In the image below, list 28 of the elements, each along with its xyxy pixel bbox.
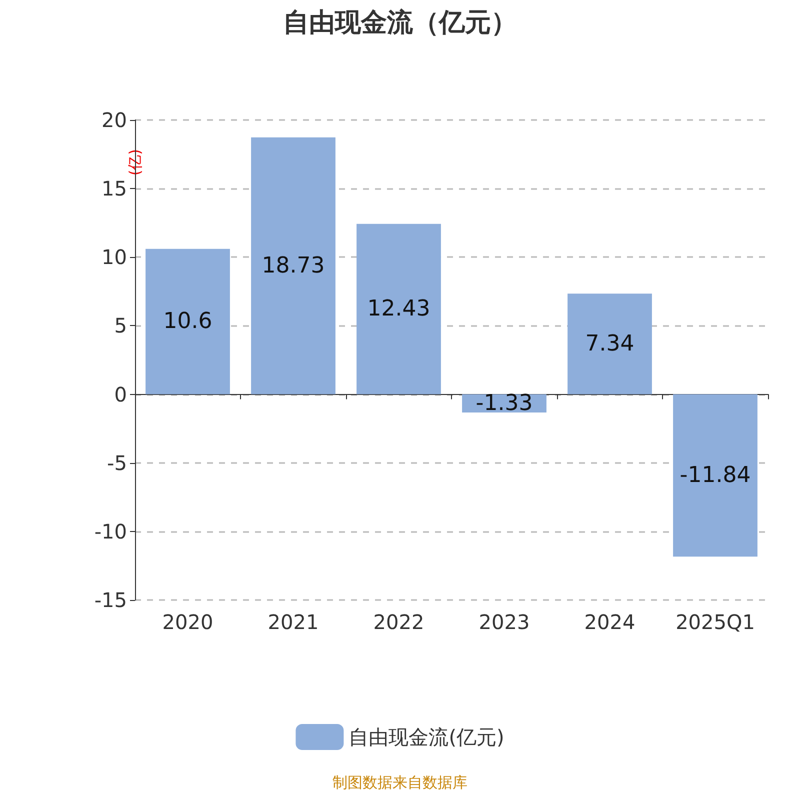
y-tick-label: 5: [114, 314, 127, 338]
x-tick-label: 2021: [268, 610, 319, 634]
data-label: 10.6: [163, 309, 212, 334]
legend-label: 自由现金流(亿元): [348, 725, 504, 749]
data-label: -1.33: [476, 390, 533, 416]
bar: [356, 224, 441, 394]
y-tick-label: -15: [94, 588, 127, 612]
y-tick-label: 0: [114, 382, 127, 406]
data-label: 12.43: [367, 296, 430, 322]
bar: [251, 137, 336, 394]
bar: [146, 248, 230, 394]
x-tick-label: 2025Q1: [676, 610, 755, 634]
chart-title: 自由现金流（亿元）: [283, 8, 517, 38]
x-tick-label: 2023: [478, 610, 530, 634]
text: 制图数据来自数据库: [332, 774, 468, 792]
bar: [568, 294, 652, 394]
y-tick-label: -5: [107, 450, 127, 475]
y-tick-label: 15: [102, 176, 127, 201]
data-label: 7.34: [585, 331, 634, 356]
data-label: -11.84: [680, 462, 751, 488]
y-tick-label: 10: [102, 245, 127, 270]
x-tick-label: 2022: [373, 610, 424, 634]
y-tick-label: -10: [94, 519, 127, 544]
x-tick-label: 2020: [162, 610, 214, 634]
bar: [673, 394, 758, 557]
y-tick-label: 20: [102, 108, 127, 132]
data-label: 18.73: [262, 253, 325, 278]
x-tick-label: 2024: [584, 610, 636, 634]
